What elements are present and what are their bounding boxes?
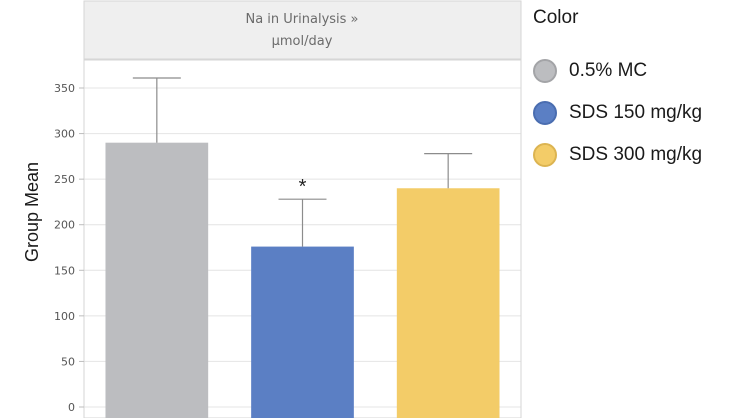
title-panel <box>83 0 522 60</box>
legend-item-mc: 0.5% MC <box>533 50 738 92</box>
bar-0-5-mc <box>105 142 209 418</box>
bars <box>105 142 500 418</box>
legend-item-sds-150: SDS 150 mg/kg <box>533 92 738 134</box>
y-tick-label-350: 350 <box>54 82 75 95</box>
legend-label-sds-150: SDS 150 mg/kg <box>569 102 703 123</box>
legend-title: Color <box>533 7 579 28</box>
y-tick-label-200: 200 <box>54 219 75 232</box>
y-tick-label-150: 150 <box>54 264 75 277</box>
plot-frame <box>83 59 522 418</box>
y-tick-label-0: 0 <box>68 401 75 414</box>
bar-sds-150-mg-kg <box>251 246 354 418</box>
legend-label-mc: 0.5% MC <box>569 60 648 81</box>
y-tick-label-300: 300 <box>54 128 75 141</box>
y-tick-label-50: 50 <box>61 355 75 368</box>
y-tick-label-100: 100 <box>54 310 75 323</box>
chart-subtitle: µmol/day <box>272 34 333 49</box>
y-axis-ticks: 0 50 100 150 200 250 300 350 <box>54 82 84 414</box>
chart-title: Na in Urinalysis » <box>245 12 358 27</box>
legend-swatch-mc <box>533 59 557 83</box>
legend-item-sds-300: SDS 300 mg/kg <box>533 134 738 176</box>
annotations: * <box>299 176 307 198</box>
bar-sds-300-mg-kg <box>396 188 500 418</box>
legend: Color 0.5% MC SDS 150 mg/kg SDS 300 mg/k… <box>533 6 738 176</box>
legend-label-sds-300: SDS 300 mg/kg <box>569 144 703 165</box>
y-axis-label: Group Mean <box>22 162 42 262</box>
significance-marker-sds-150-mg-kg: * <box>299 176 307 198</box>
error-bars <box>132 77 473 247</box>
legend-swatch-sds-150 <box>533 101 557 125</box>
y-tick-label-250: 250 <box>54 173 75 186</box>
legend-swatch-sds-300 <box>533 143 557 167</box>
